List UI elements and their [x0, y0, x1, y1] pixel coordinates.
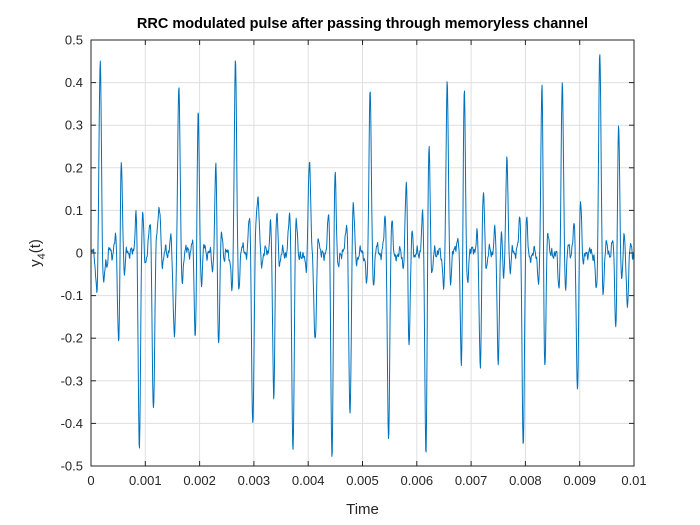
x-tick-label: 0.005: [346, 473, 379, 488]
y-tick-label: -0.3: [61, 373, 83, 388]
x-tick-label: 0.007: [455, 473, 488, 488]
y-tick-label: 0.4: [65, 75, 83, 90]
y-tick-label: 0.5: [65, 33, 83, 48]
y-tick-labels: -0.5 -0.4 -0.3 -0.2 -0.1 0 0.1 0.2 0.3 0.4 0.5: [61, 33, 83, 474]
x-tick-labels: 0 0.001 0.002 0.003 0.004 0.005 0.006 0.007 0.00…: [87, 473, 646, 488]
x-tick-label: 0.009: [563, 473, 596, 488]
x-tick-label: 0.002: [183, 473, 216, 488]
x-tick-label: 0: [87, 473, 94, 488]
y-axis-label: y4(t): [27, 239, 48, 267]
x-tick-label: 0.006: [401, 473, 434, 488]
x-tick-label: 0.001: [129, 473, 162, 488]
x-tick-label: 0.01: [621, 473, 646, 488]
y-tick-label: 0.1: [65, 203, 83, 218]
x-tick-label: 0.008: [509, 473, 542, 488]
series-group: [90, 54, 635, 457]
y-tick-label: -0.4: [61, 416, 83, 431]
y-tick-label: 0.3: [65, 118, 83, 133]
y-tick-label: 0: [76, 246, 83, 261]
series-line-y4: [90, 54, 635, 457]
y-axis-label-base: y: [27, 259, 44, 267]
y-tick-label: 0.2: [65, 160, 83, 175]
y-tick-label: -0.1: [61, 288, 83, 303]
y-axis-label-suffix: (t): [27, 239, 44, 253]
x-tick-label: 0.003: [238, 473, 271, 488]
tick-marks: [90, 39, 635, 467]
x-axis-label: Time: [346, 501, 379, 518]
chart-title: RRC modulated pulse after passing throug…: [137, 16, 588, 32]
y-tick-label: -0.5: [61, 459, 83, 474]
y-axis-label-subscript: 4: [36, 253, 48, 259]
x-tick-label: 0.004: [292, 473, 325, 488]
y-tick-label: -0.2: [61, 331, 83, 346]
